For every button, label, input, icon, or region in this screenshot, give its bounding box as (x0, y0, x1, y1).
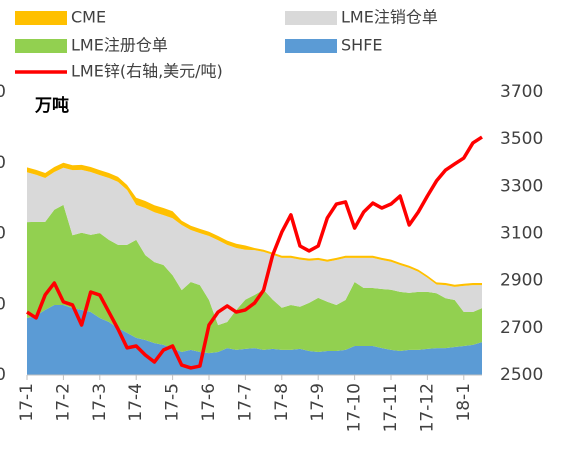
x-tick-label: 17-12 (417, 383, 437, 432)
y2-tick-label: 3300 (500, 176, 543, 196)
legend-label: LME注册仓单 (71, 36, 168, 55)
x-tick-label: 17-5 (163, 383, 183, 422)
x-tick-label: 18-1 (454, 383, 474, 422)
y-tick-label: 40 (0, 224, 6, 244)
legend-label: CME (71, 8, 106, 27)
y-tick-label: 60 (0, 153, 6, 173)
y-tick-label: 20 (0, 294, 6, 314)
legend-label: LME注销仓单 (341, 8, 438, 27)
x-tick-label: 17-8 (272, 383, 292, 422)
stock-area (27, 162, 482, 287)
x-tick-label: 17-3 (90, 383, 110, 422)
unit-label: 万吨 (34, 95, 69, 116)
y-tick-label: 80 (0, 82, 6, 102)
y2-tick-label: 2900 (500, 271, 543, 291)
x-tick-label: 17-6 (199, 383, 219, 422)
stock-area (27, 204, 482, 354)
legend-label: LME锌(右轴,美元/吨) (71, 62, 223, 81)
x-tick-label: 17-11 (381, 383, 401, 432)
y-tick-label: 0 (0, 365, 6, 385)
legend-label: SHFE (341, 36, 383, 55)
stock-area (27, 167, 482, 326)
legend-swatch (15, 11, 67, 25)
x-tick-label: 17-10 (345, 383, 365, 432)
x-tick-label: 17-4 (126, 383, 146, 422)
y2-tick-label: 2700 (500, 318, 543, 338)
price-line (26, 135, 483, 370)
y2-tick-label: 3700 (500, 82, 543, 102)
x-tick-label: 17-2 (53, 383, 73, 422)
legend-swatch (285, 39, 337, 53)
x-tick-label: 17-7 (235, 383, 255, 422)
x-tick-label: 17-1 (17, 383, 37, 422)
legend-swatch (15, 39, 67, 53)
y2-tick-label: 3100 (500, 224, 543, 244)
x-tick-label: 17-9 (308, 383, 328, 422)
legend-swatch (285, 11, 337, 25)
y2-tick-label: 2500 (500, 365, 543, 385)
stock-area (27, 304, 482, 375)
y2-tick-label: 3500 (500, 129, 543, 149)
